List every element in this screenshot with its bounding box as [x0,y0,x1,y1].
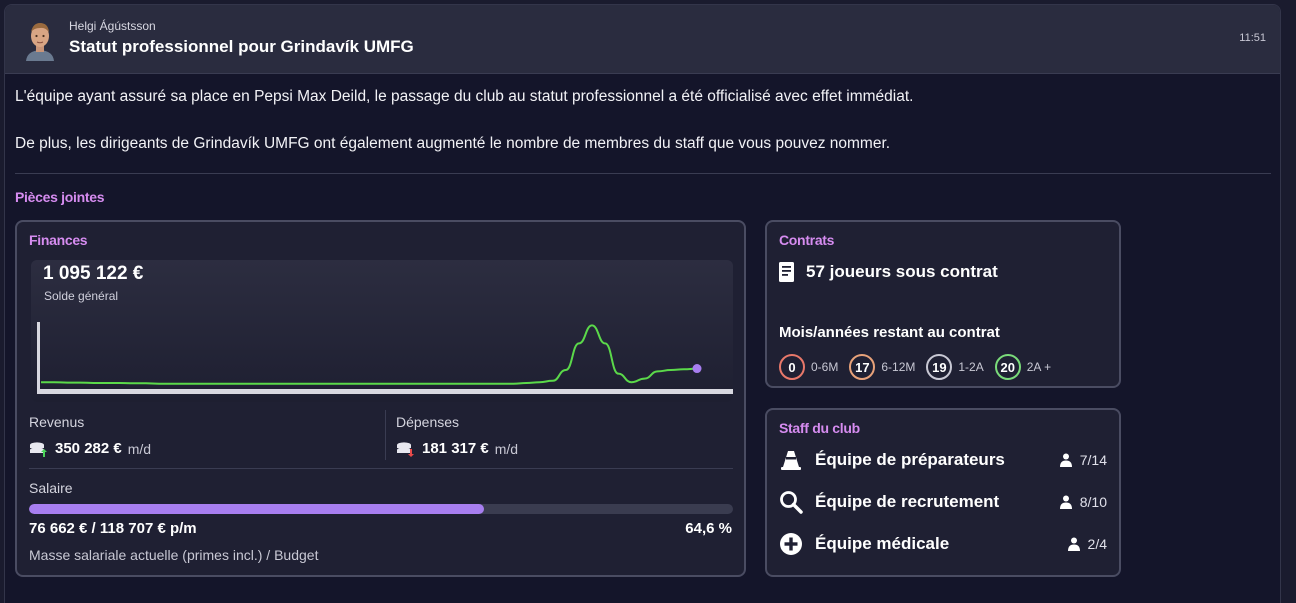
staff-name: Équipe de recrutement [815,492,1000,511]
finances-title: Finances [29,232,88,248]
contract-chip-count: 0 [779,354,805,380]
contract-chip[interactable]: 19 1-2A [926,354,984,380]
staff-count: 8/10 [1059,494,1107,510]
staff-name: Équipe de préparateurs [815,450,1005,469]
staff-name: Équipe médicale [815,534,950,553]
revenue-label: Revenus [29,414,85,430]
contracts-count: 57 joueurs sous contrat [779,262,998,282]
contract-chip-label: 0-6M [811,360,839,374]
staff-count: 7/14 [1059,452,1107,468]
salary-progress-bar [29,504,733,514]
person-icon [1067,537,1080,551]
expenses-amount: 181 317 € m/d [396,440,518,457]
sender-name[interactable]: Helgi Ágústsson [69,19,156,33]
contract-chip-count: 17 [849,354,876,380]
person-icon [1059,453,1072,467]
coins-down-icon [397,441,414,457]
contract-chip[interactable]: 0 0-6M [779,354,838,380]
divider [15,173,1271,174]
salary-value: 76 662 € / 118 707 € p/m [29,520,197,537]
message-header: Helgi Ágústsson Statut professionnel pou… [5,5,1280,74]
balance-label: Solde général [44,289,119,303]
revenue-unit: m/d [127,440,152,457]
staff-count-value: 2/4 [1087,536,1107,552]
staff-card[interactable]: Staff du club Équipe de préparateurs 7/1… [765,408,1121,577]
expenses-label: Dépenses [396,414,460,430]
staff-row-medicale[interactable]: Équipe médicale 2/4 [779,530,1107,558]
balance-trend-chart [37,322,733,394]
staff-count-value: 8/10 [1079,494,1107,510]
finances-card[interactable]: Finances 1 095 122 € Solde général Reven… [15,220,746,577]
contract-duration-chips: 0 0-6M 17 6-12M 19 1-2A 20 2A + [779,354,1062,380]
staff-row-preparateurs[interactable]: Équipe de préparateurs 7/14 [779,446,1107,474]
contract-chip-count: 19 [926,354,953,380]
contract-chip[interactable]: 20 2A + [994,354,1052,380]
horizontal-divider [29,468,733,469]
contract-chip-label: 6-12M [881,360,916,374]
person-icon [1059,495,1072,509]
balance-value: 1 095 122 € [43,263,144,284]
vertical-divider [385,410,386,460]
salary-progress-fill [29,504,484,514]
document-icon [779,262,794,282]
expenses-unit: m/d [494,440,519,457]
expenses-value: 181 317 € [422,440,489,457]
salary-label: Salaire [29,480,73,496]
message-paragraph-2: De plus, les dirigeants de Grindavík UMF… [15,135,891,152]
staff-count-value: 7/14 [1079,452,1107,468]
contracts-card[interactable]: Contrats 57 joueurs sous contrat Mois/an… [765,220,1121,388]
message-subject: Statut professionnel pour Grindavík UMFG [69,37,414,56]
balance-trend-line [41,324,698,385]
contract-remaining-title: Mois/années restant au contrat [779,324,1000,341]
avatar[interactable] [23,19,57,61]
contract-chip-label: 1-2A [958,360,984,374]
cone-icon [779,448,803,472]
staff-row-recrutement[interactable]: Équipe de recrutement 8/10 [779,488,1107,516]
revenue-value: 350 282 € [55,440,122,457]
staff-count: 2/4 [1067,536,1107,552]
contract-chip-count: 20 [994,354,1021,380]
balance-chart[interactable]: 1 095 122 € Solde général [31,260,733,402]
chart-x-axis [37,389,733,394]
message-paragraph-1: L'équipe ayant assuré sa place en Pepsi … [15,88,914,105]
message-time: 11:51 [1239,32,1266,44]
salary-note: Masse salariale actuelle (primes incl.) … [29,547,319,563]
attachments-title: Pièces jointes [15,189,105,205]
coins-up-icon [30,441,47,457]
medical-cross-icon [779,532,803,556]
salary-percent: 64,6 % [685,520,732,537]
message-window: Helgi Ágústsson Statut professionnel pou… [4,4,1281,603]
contract-chip-label: 2A + [1026,360,1052,374]
staff-title: Staff du club [779,420,860,436]
chart-y-axis [37,322,40,394]
balance-trend-endpoint [692,364,702,374]
revenue-amount: 350 282 € m/d [29,440,151,457]
contract-chip[interactable]: 17 6-12M [849,354,915,380]
contracts-title: Contrats [779,232,835,248]
contracts-count-text: 57 joueurs sous contrat [806,262,998,281]
magnifier-icon [779,490,803,514]
